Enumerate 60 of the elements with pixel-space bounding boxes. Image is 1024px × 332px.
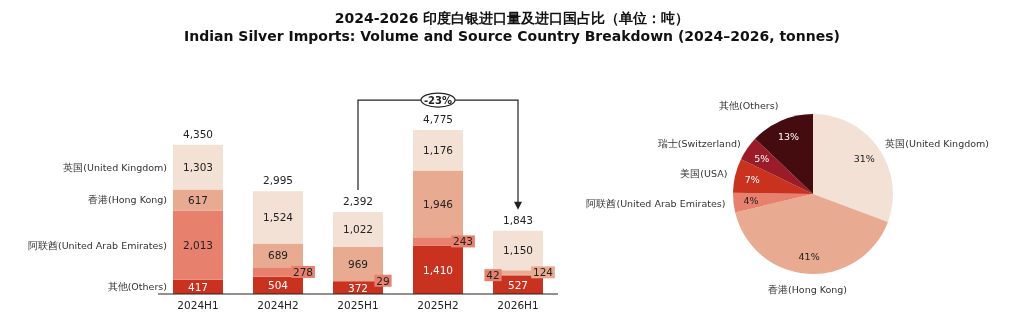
data-label: 1,022 bbox=[342, 223, 374, 236]
bar bbox=[333, 211, 383, 247]
slice-label: 香港(Hong Kong) bbox=[768, 284, 848, 296]
data-label: 689 bbox=[267, 249, 289, 262]
data-label: 969 bbox=[347, 257, 369, 270]
data-label: 42 bbox=[486, 269, 500, 282]
data-label: 504 bbox=[267, 279, 289, 292]
bar bbox=[253, 191, 303, 244]
data-label: 1,946 bbox=[422, 197, 454, 210]
bar bbox=[173, 144, 223, 190]
data-label: 2,013 bbox=[182, 239, 214, 252]
data-label: 29 bbox=[376, 274, 390, 287]
data-label: 1,524 bbox=[262, 211, 294, 224]
series-label: 其他(Others) bbox=[107, 281, 167, 293]
total-label: 2,392 bbox=[342, 194, 374, 207]
slice-label: 英国(United Kingdom) bbox=[885, 138, 989, 150]
series-label: 香港(Hong Kong) bbox=[87, 194, 167, 206]
x-tick-label: 2025H1 bbox=[337, 299, 379, 312]
data-label: 417 bbox=[187, 280, 209, 293]
data-label: 124 bbox=[532, 266, 554, 279]
data-label: 13% bbox=[777, 131, 800, 143]
x-tick-label: 2026H1 bbox=[497, 299, 539, 312]
x-tick-label: 2024H1 bbox=[177, 299, 219, 312]
bar bbox=[413, 170, 463, 238]
total-label: 1,843 bbox=[502, 213, 534, 226]
slice-label: 阿联酋(United Arab Emirates) bbox=[586, 198, 726, 210]
x-tick-label: 2024H2 bbox=[257, 299, 299, 312]
bar bbox=[253, 243, 303, 268]
slice-label: 美国(USA) bbox=[680, 168, 728, 180]
data-label: 243 bbox=[452, 235, 474, 248]
data-label: 527 bbox=[507, 278, 529, 291]
x-tick-label: 2025H2 bbox=[417, 299, 459, 312]
series-label: 英国(United Kingdom) bbox=[63, 161, 167, 173]
total-label: 4,350 bbox=[182, 127, 214, 140]
data-label: 1,150 bbox=[502, 244, 534, 257]
data-label: 1,303 bbox=[182, 161, 214, 174]
series-label: 阿联酋(United Arab Emirates) bbox=[27, 239, 167, 251]
pie-slice bbox=[735, 194, 888, 274]
chart-title: 2024-2026 印度白银进口量及进口国占比（单位：吨） bbox=[333, 10, 691, 28]
data-label: 1,410 bbox=[422, 263, 454, 276]
total-label: 4,775 bbox=[422, 113, 454, 126]
data-label: 1,176 bbox=[422, 144, 454, 157]
bar bbox=[413, 130, 463, 171]
chart-subtitle: Indian Silver Imports: Volume and Source Country Breakdown (2024–2026, tonnes) bbox=[183, 28, 841, 44]
data-label: 4% bbox=[743, 195, 759, 207]
data-label: 5% bbox=[754, 152, 770, 164]
data-label: 7% bbox=[744, 174, 760, 186]
bar bbox=[413, 245, 463, 294]
pie-slice bbox=[733, 192, 813, 213]
slice-label: 瑞士(Switzerland) bbox=[657, 138, 741, 150]
bar bbox=[173, 210, 223, 280]
total-label: 2,995 bbox=[262, 174, 294, 187]
slice-label: 其他(Others) bbox=[719, 99, 779, 111]
data-label: 41% bbox=[798, 250, 820, 262]
data-label: 31% bbox=[853, 152, 875, 164]
pie-slice bbox=[741, 138, 813, 194]
data-label: 278 bbox=[292, 265, 314, 278]
data-label: 372 bbox=[347, 281, 369, 294]
data-label: 617 bbox=[187, 193, 209, 206]
bar bbox=[173, 189, 223, 211]
